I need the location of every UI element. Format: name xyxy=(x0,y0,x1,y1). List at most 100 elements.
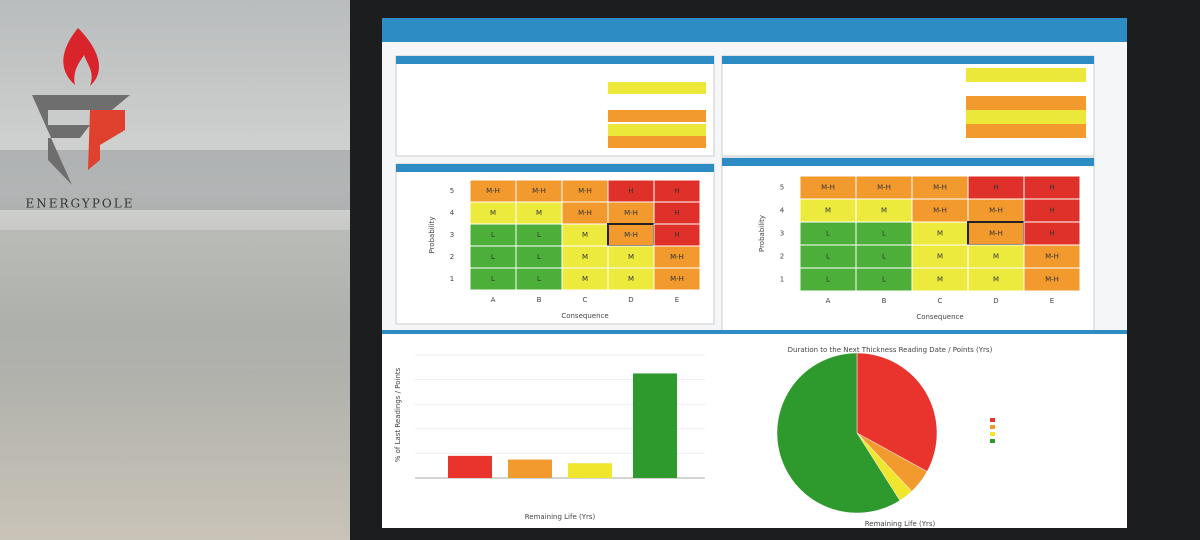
row-label: 4 xyxy=(780,207,785,215)
table-cell xyxy=(608,136,706,148)
risk-cell-label: L xyxy=(537,231,541,239)
logo-flame xyxy=(63,28,100,86)
risk-cell-label: M xyxy=(582,231,588,239)
risk-cell-label: M-H xyxy=(624,209,638,217)
column-label: B xyxy=(882,297,887,305)
x-axis-label: Remaining Life (Yrs) xyxy=(865,520,936,528)
x-axis-label: Consequence xyxy=(561,312,608,320)
risk-cell-label: M xyxy=(937,230,943,238)
risk-cell-label: M-H xyxy=(821,184,835,192)
risk-cell-label: H xyxy=(1049,207,1054,215)
risk-cell-label: M-H xyxy=(532,187,546,195)
row-label: 2 xyxy=(450,253,454,261)
risk-cell-label: L xyxy=(491,231,495,239)
row-label: 2 xyxy=(780,253,784,261)
risk-cell-label: H xyxy=(993,184,998,192)
risk-cell-label: M-H xyxy=(1045,253,1059,261)
bar xyxy=(633,373,677,478)
risk-cell-label: M xyxy=(582,253,588,261)
table-cell xyxy=(608,124,706,136)
risk-cell-label: M-H xyxy=(933,184,947,192)
risk-cell-label: L xyxy=(491,253,495,261)
panels xyxy=(382,55,1127,528)
risk-cell-label: H xyxy=(1049,230,1054,238)
risk-cell xyxy=(1023,267,1081,292)
pie-slice xyxy=(776,352,901,514)
risk-cell-label: M-H xyxy=(933,207,947,215)
row-label: 3 xyxy=(780,230,784,238)
table-cell xyxy=(608,82,706,94)
risk-cell-label: M-H xyxy=(486,187,500,195)
logo: ENERGYPOLE xyxy=(26,28,135,211)
risk-cell-label: M xyxy=(628,253,634,261)
row-label: 1 xyxy=(450,275,454,283)
legend-swatch xyxy=(990,418,995,422)
column-label: B xyxy=(537,296,542,304)
risk-cell-label: L xyxy=(882,253,886,261)
chart-title: Duration to the Next Thickness Reading D… xyxy=(788,346,993,354)
column-label: C xyxy=(583,296,588,304)
risk-cell-label: M xyxy=(490,209,496,217)
row-label: 1 xyxy=(780,276,784,284)
risk-cell-label: M-H xyxy=(670,275,684,283)
x-axis-label: Remaining Life (Yrs) xyxy=(525,513,596,521)
row-label: 4 xyxy=(450,209,455,217)
risk-cell-label: L xyxy=(537,253,541,261)
y-axis-label: Probability xyxy=(758,215,766,252)
divider xyxy=(382,330,1127,334)
risk-cell-label: M xyxy=(825,207,831,215)
risk-cell-label: M xyxy=(937,276,943,284)
bar xyxy=(508,459,552,478)
legend-swatch xyxy=(990,432,995,436)
bar xyxy=(448,455,492,478)
row-label: 5 xyxy=(780,184,784,192)
risk-cell-label: M-H xyxy=(877,184,891,192)
risk-cell-label: M-H xyxy=(989,207,1003,215)
row-label: 3 xyxy=(450,231,454,239)
menu-bar xyxy=(382,18,1127,42)
table-cell xyxy=(966,96,1086,110)
risk-cell-label: M-H xyxy=(1045,276,1059,284)
risk-cell-label: M xyxy=(536,209,542,217)
logo-text: ENERGYPOLE xyxy=(26,197,135,211)
chart-panel xyxy=(382,334,1127,528)
risk-cell-label: M xyxy=(993,253,999,261)
logo-e xyxy=(32,95,130,185)
column-label: D xyxy=(628,296,633,304)
risk-cell-label: L xyxy=(491,275,495,283)
risk-cell-label: H xyxy=(674,209,679,217)
risk-cell-label: H xyxy=(628,187,633,195)
risk-cell-label: M-H xyxy=(624,231,638,239)
risk-cell-label: L xyxy=(882,230,886,238)
risk-cell-label: H xyxy=(1049,184,1054,192)
risk-cell-label: M xyxy=(881,207,887,215)
panel-header xyxy=(396,164,714,172)
risk-cell-label: H xyxy=(674,231,679,239)
y-axis-label: % of Last Readings / Points xyxy=(394,367,402,462)
risk-cell-label: L xyxy=(826,276,830,284)
table-cell xyxy=(608,110,706,122)
panel-header xyxy=(722,56,1094,64)
risk-cell-label: M xyxy=(993,276,999,284)
legend-swatch xyxy=(990,425,995,429)
risk-cell-label: M xyxy=(628,275,634,283)
column-label: A xyxy=(491,296,496,304)
x-axis-label: Consequence xyxy=(916,313,963,321)
risk-cell-label: M xyxy=(582,275,588,283)
legend-swatch xyxy=(990,439,995,443)
risk-cell-label: M-H xyxy=(578,209,592,217)
wall xyxy=(0,230,360,370)
risk-cell-label: L xyxy=(537,275,541,283)
panel-header xyxy=(396,56,714,64)
risk-cell-label: L xyxy=(826,230,830,238)
column-label: D xyxy=(993,297,998,305)
risk-cell-label: L xyxy=(882,276,886,284)
table-cell xyxy=(966,68,1086,82)
risk-cell-label: M xyxy=(937,253,943,261)
column-label: E xyxy=(1050,297,1054,305)
risk-cell-label: L xyxy=(826,253,830,261)
risk-cell-label: M-H xyxy=(578,187,592,195)
risk-cell-label: M-H xyxy=(989,230,1003,238)
table-cell xyxy=(966,110,1086,124)
